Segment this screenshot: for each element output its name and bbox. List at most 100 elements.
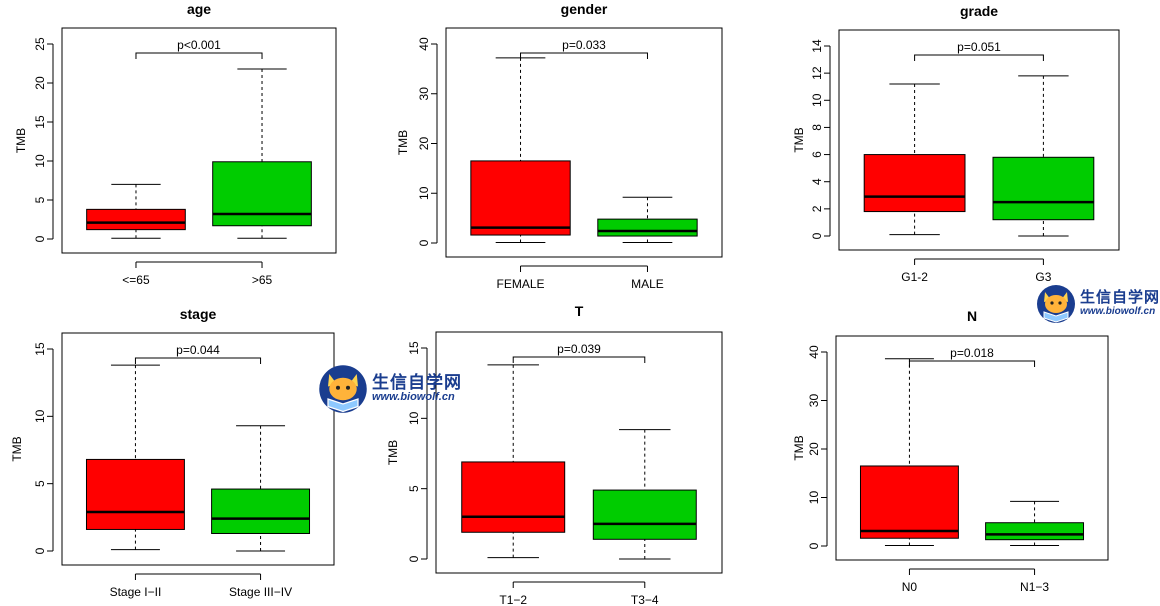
y-tick-label: 5 (33, 196, 47, 203)
panel-title: stage (180, 306, 217, 322)
box-Stage I−II (85, 364, 185, 551)
y-tick-label: 5 (33, 480, 47, 487)
box->65 (212, 68, 312, 239)
fox-logo-icon (319, 365, 367, 413)
box-Stage III−IV (211, 425, 311, 552)
p-value-label: p=0.033 (562, 38, 606, 52)
x-tick-label: T3−4 (631, 593, 659, 606)
y-tick-label: 30 (807, 394, 821, 408)
watermark-name: 生信自学网 (372, 373, 462, 392)
y-axis-title: TMB (792, 435, 806, 460)
y-tick-label: 0 (810, 232, 824, 239)
boxplot-panel-3: stage 0 5 10 15 TMB Stage I−II Stage III−IV p=0.… (10, 306, 335, 599)
box-G1-2 (863, 83, 966, 236)
y-tick-label: 0 (33, 547, 47, 554)
x-tick-label: <=65 (122, 273, 150, 287)
box-<=65 (86, 183, 186, 239)
box-N0 (859, 358, 959, 547)
x-tick-label: >65 (252, 273, 273, 287)
y-tick-label: 0 (33, 235, 47, 242)
panel-title: age (187, 1, 211, 17)
p-value-label: p=0.044 (176, 343, 220, 357)
y-tick-label: 25 (33, 37, 47, 51)
box-iqr (863, 154, 966, 213)
panel-title: N (967, 308, 977, 324)
box-T3−4 (592, 429, 697, 560)
y-tick-label: 10 (33, 154, 47, 168)
boxplot-panel-4: T 0 5 10 15 TMB T1−2 T3−4 p=0.039 (386, 303, 723, 606)
y-tick-label: 12 (810, 66, 824, 80)
panel-title: grade (960, 3, 998, 19)
box-N1−3 (985, 500, 1085, 547)
y-tick-label: 15 (407, 341, 421, 355)
x-tick-label: G3 (1035, 270, 1051, 284)
box-G3 (992, 75, 1095, 237)
box-iqr (859, 465, 959, 539)
y-tick-label: 0 (807, 542, 821, 549)
y-tick-label: 40 (807, 345, 821, 359)
boxplot-panel-1: gender 0 10 20 30 40 TMB FEMALE MALE p=0.033 (396, 1, 723, 291)
box-iqr (470, 160, 571, 236)
p-value-label: p=0.051 (957, 40, 1001, 54)
significance-bracket (908, 360, 1036, 367)
y-tick-label: 0 (417, 239, 431, 246)
box-iqr (212, 161, 312, 227)
x-tick-label: Stage III−IV (229, 585, 292, 599)
y-tick-label: 40 (417, 37, 431, 51)
x-tick-label: N0 (902, 580, 918, 594)
x-tick-label: G1-2 (901, 270, 928, 284)
x-tick-label: Stage I−II (110, 585, 162, 599)
box-iqr (461, 461, 566, 533)
y-axis-title: TMB (386, 440, 400, 465)
y-tick-label: 15 (33, 342, 47, 356)
y-tick-label: 15 (33, 115, 47, 129)
box-iqr (592, 489, 697, 540)
y-axis-title: TMB (396, 130, 410, 155)
y-tick-label: 10 (33, 409, 47, 423)
watermark-center: 生信自学网 www.biowolf.cn (318, 364, 462, 414)
box-iqr (86, 208, 186, 231)
plot-frame (435, 331, 723, 574)
box-T1−2 (461, 364, 566, 559)
y-tick-label: 20 (417, 137, 431, 151)
y-tick-label: 30 (417, 87, 431, 101)
panel-title: gender (561, 1, 608, 17)
box-iqr (597, 218, 698, 237)
x-tick-label: T1−2 (499, 593, 527, 606)
y-tick-label: 5 (407, 485, 421, 492)
box-FEMALE (470, 57, 571, 244)
box-iqr (211, 488, 311, 534)
watermark-right: 生信自学网 www.biowolf.cn (1036, 284, 1160, 324)
watermark-url: www.biowolf.cn (372, 391, 455, 403)
y-tick-label: 0 (407, 555, 421, 562)
plot-frame (61, 332, 335, 566)
box-iqr (992, 156, 1095, 221)
p-value-label: p=0.039 (557, 342, 601, 356)
significance-bracket (520, 52, 648, 59)
plot-frame (838, 29, 1120, 251)
y-axis-title: TMB (792, 127, 806, 152)
y-tick-label: 8 (810, 124, 824, 131)
plot-frame (835, 335, 1109, 561)
x-tick-label: FEMALE (497, 277, 545, 291)
plot-frame (61, 27, 337, 254)
y-tick-label: 20 (807, 442, 821, 456)
p-value-label: p=0.018 (950, 346, 994, 360)
y-tick-label: 10 (417, 186, 431, 200)
box-iqr (985, 522, 1085, 541)
x-tick-label: N1−3 (1020, 580, 1049, 594)
y-tick-label: 2 (810, 205, 824, 212)
box-iqr (85, 458, 185, 530)
y-tick-label: 14 (810, 39, 824, 53)
boxplot-panel-0: age 0 5 10 15 20 25 TMB <=65 >65 p<0.001 (14, 1, 337, 287)
y-tick-label: 10 (810, 93, 824, 107)
y-tick-label: 20 (33, 76, 47, 90)
p-value-label: p<0.001 (177, 38, 221, 52)
x-tick-label: MALE (631, 277, 664, 291)
y-tick-label: 4 (810, 178, 824, 185)
y-axis-title: TMB (14, 128, 28, 153)
fox-logo-icon (1037, 285, 1075, 323)
y-axis-title: TMB (10, 436, 24, 461)
